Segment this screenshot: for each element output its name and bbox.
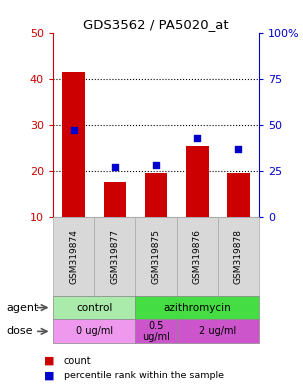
Text: 2 ug/ml: 2 ug/ml [199,326,236,336]
Bar [186,146,208,217]
Text: GSM319877: GSM319877 [110,229,119,284]
Text: count: count [64,356,91,366]
Point [236,146,241,152]
Text: ■: ■ [44,371,55,381]
Text: GSM319878: GSM319878 [234,229,243,284]
Text: GSM319876: GSM319876 [193,229,202,284]
Text: percentile rank within the sample: percentile rank within the sample [64,371,224,381]
Bar [145,173,167,217]
Text: GSM319875: GSM319875 [152,229,161,284]
Bar [62,72,85,217]
Text: ■: ■ [44,356,55,366]
Text: agent: agent [6,303,38,313]
Text: dose: dose [6,326,32,336]
Text: 0 ug/ml: 0 ug/ml [76,326,113,336]
Point [154,162,158,169]
Point [195,135,200,141]
Text: GSM319874: GSM319874 [69,229,78,284]
Point [71,127,76,133]
Title: GDS3562 / PA5020_at: GDS3562 / PA5020_at [83,18,229,31]
Bar [104,182,126,217]
Point [112,164,117,170]
Text: azithromycin: azithromycin [163,303,231,313]
Bar [227,173,250,217]
Text: control: control [76,303,112,313]
Text: 0.5
ug/ml: 0.5 ug/ml [142,321,170,342]
